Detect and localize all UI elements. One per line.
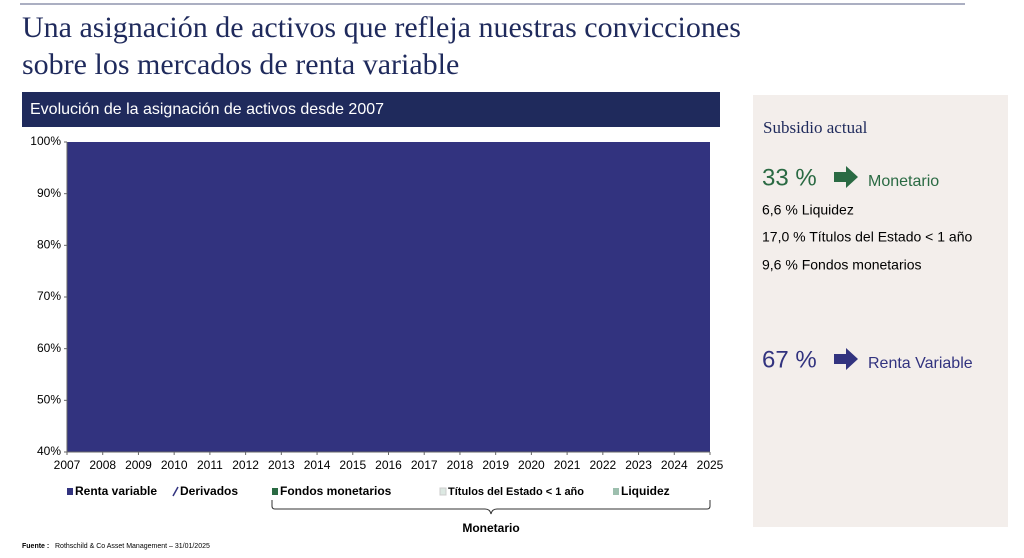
x-tick-label: 2017 — [411, 458, 438, 472]
panel-pct: 67 % — [762, 346, 817, 373]
y-tick-label: 70% — [37, 289, 61, 303]
y-tick-label: 40% — [37, 444, 61, 458]
legend-swatch — [439, 487, 447, 496]
x-tick-label: 2007 — [54, 458, 81, 472]
bracket — [271, 500, 711, 515]
x-tick-label: 2025 — [697, 458, 724, 472]
panel-item: 9,6 % Fondos monetarios — [762, 257, 922, 273]
title: sobre los mercados de renta variable — [22, 48, 459, 81]
x-tick-label: 2024 — [661, 458, 688, 472]
legend-swatch — [172, 486, 179, 497]
panel-label: Renta Variable — [868, 355, 973, 372]
arrow-icon — [834, 166, 858, 188]
x-tick-label: 2021 — [554, 458, 581, 472]
chart-title: Evolución de la asignación de activos de… — [30, 101, 384, 118]
panel-pct: 33 % — [762, 164, 817, 191]
y-tick-label: 90% — [37, 186, 61, 200]
x-tick-label: 2015 — [339, 458, 366, 472]
bracket-label: Monetario — [462, 521, 519, 535]
legend-label: Renta variable — [75, 484, 157, 498]
panel-item: 6,6 % Liquidez — [762, 202, 854, 218]
x-tick-label: 2019 — [482, 458, 509, 472]
y-tick-label: 50% — [37, 393, 61, 407]
y-tick-label: 60% — [37, 341, 61, 355]
y-tick-label: 80% — [37, 238, 61, 252]
x-tick-label: 2010 — [161, 458, 188, 472]
area — [67, 142, 710, 452]
x-tick-label: 2013 — [268, 458, 295, 472]
footer-text: Rothschild & Co Asset Management – 31/01… — [55, 543, 210, 550]
plot: 40% 50% 60% 70% 80% 90% 100% 2007 2008 2009 2010 20… — [30, 134, 723, 498]
legend-swatch — [272, 488, 278, 495]
x-tick-label: 2012 — [232, 458, 259, 472]
panel-label: Monetario — [868, 173, 939, 190]
x-tick-label: 2018 — [447, 458, 474, 472]
chart-title-bar — [22, 92, 720, 127]
panel-title: Subsidio actual — [763, 118, 868, 137]
legend-swatch — [613, 488, 619, 495]
legend-label: Derivados — [180, 484, 238, 498]
x-tick-label: 2022 — [589, 458, 616, 472]
x-tick-label: 2016 — [375, 458, 402, 472]
x-tick-label: 2023 — [625, 458, 652, 472]
x-tick-label: 2011 — [197, 458, 223, 472]
side-panel — [753, 95, 1008, 527]
y-tick-label: 100% — [30, 134, 61, 148]
legend-swatch — [67, 488, 73, 495]
x-tick-label: 2020 — [518, 458, 545, 472]
legend-label: Fondos monetarios — [280, 484, 392, 498]
legend-label: Liquidez — [621, 484, 670, 498]
x-tick-label: 2009 — [125, 458, 152, 472]
panel-item: 17,0 % Títulos del Estado < 1 año — [762, 229, 972, 245]
x-tick-label: 2014 — [304, 458, 331, 472]
title: Una asignación de activos que refleja nu… — [22, 11, 741, 44]
footer-label: Fuente : — [22, 543, 49, 550]
legend-label: Títulos del Estado < 1 año — [448, 486, 584, 498]
arrow-icon — [834, 348, 858, 370]
x-tick-label: 2008 — [89, 458, 116, 472]
